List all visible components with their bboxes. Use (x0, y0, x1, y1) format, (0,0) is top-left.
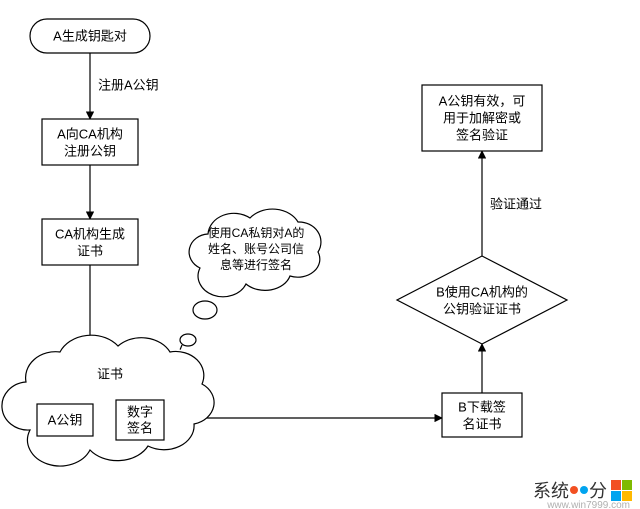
node-result: A公钥有效，可 用于加解密或 签名验证 (422, 85, 542, 151)
b-download-line1: B下载签 (458, 399, 506, 414)
flowchart-canvas: 注册A公钥 验证通过 A生成钥匙对 A向CA机构 注册公钥 CA机构生成 证书 … (0, 0, 640, 509)
digital-sign-line1: 数字 (127, 404, 153, 419)
node-start-label: A生成钥匙对 (53, 28, 127, 43)
dot-icon-2 (580, 486, 588, 494)
result-line2: 用于加解密或 (443, 110, 521, 125)
b-download-line2: 名证书 (462, 416, 501, 431)
thought-line1: 使用CA私钥对A的 (208, 225, 305, 240)
node-start: A生成钥匙对 (30, 19, 150, 53)
watermark-url: www.win7999.com (547, 500, 630, 509)
dot-icon-1 (570, 486, 578, 494)
microsoft-icon (611, 480, 632, 501)
a-pubkey-label: A公钥 (48, 412, 83, 427)
thought-line3: 息等进行签名 (220, 257, 292, 272)
thought-line2: 姓名、账号公司信 (208, 241, 304, 256)
node-register-line2: 注册公钥 (64, 143, 116, 158)
result-line3: 签名验证 (456, 127, 508, 142)
node-ca-generate: CA机构生成 证书 (42, 219, 138, 265)
node-b-download: B下载签 名证书 (442, 393, 522, 437)
edge-label-register-pubkey: 注册A公钥 (98, 77, 159, 92)
node-thought-cloud: 使用CA私钥对A的 姓名、账号公司信 息等进行签名 (189, 209, 321, 297)
node-register: A向CA机构 注册公钥 (42, 119, 138, 165)
node-b-verify: B使用CA机构的 公钥验证证书 (397, 256, 567, 344)
edge-label-verify-pass: 验证通过 (490, 196, 542, 211)
cert-cloud-label: 证书 (97, 366, 123, 381)
node-cagen-line2: 证书 (77, 243, 103, 258)
node-cert-cloud: 证书 A公钥 数字 签名 (2, 335, 214, 466)
node-cagen-line1: CA机构生成 (55, 226, 125, 241)
b-verify-line2: 公钥验证证书 (443, 301, 521, 316)
digital-sign-line2: 签名 (127, 420, 153, 435)
result-line1: A公钥有效，可 (439, 93, 526, 108)
b-verify-line1: B使用CA机构的 (436, 284, 528, 299)
node-register-line1: A向CA机构 (57, 126, 123, 141)
